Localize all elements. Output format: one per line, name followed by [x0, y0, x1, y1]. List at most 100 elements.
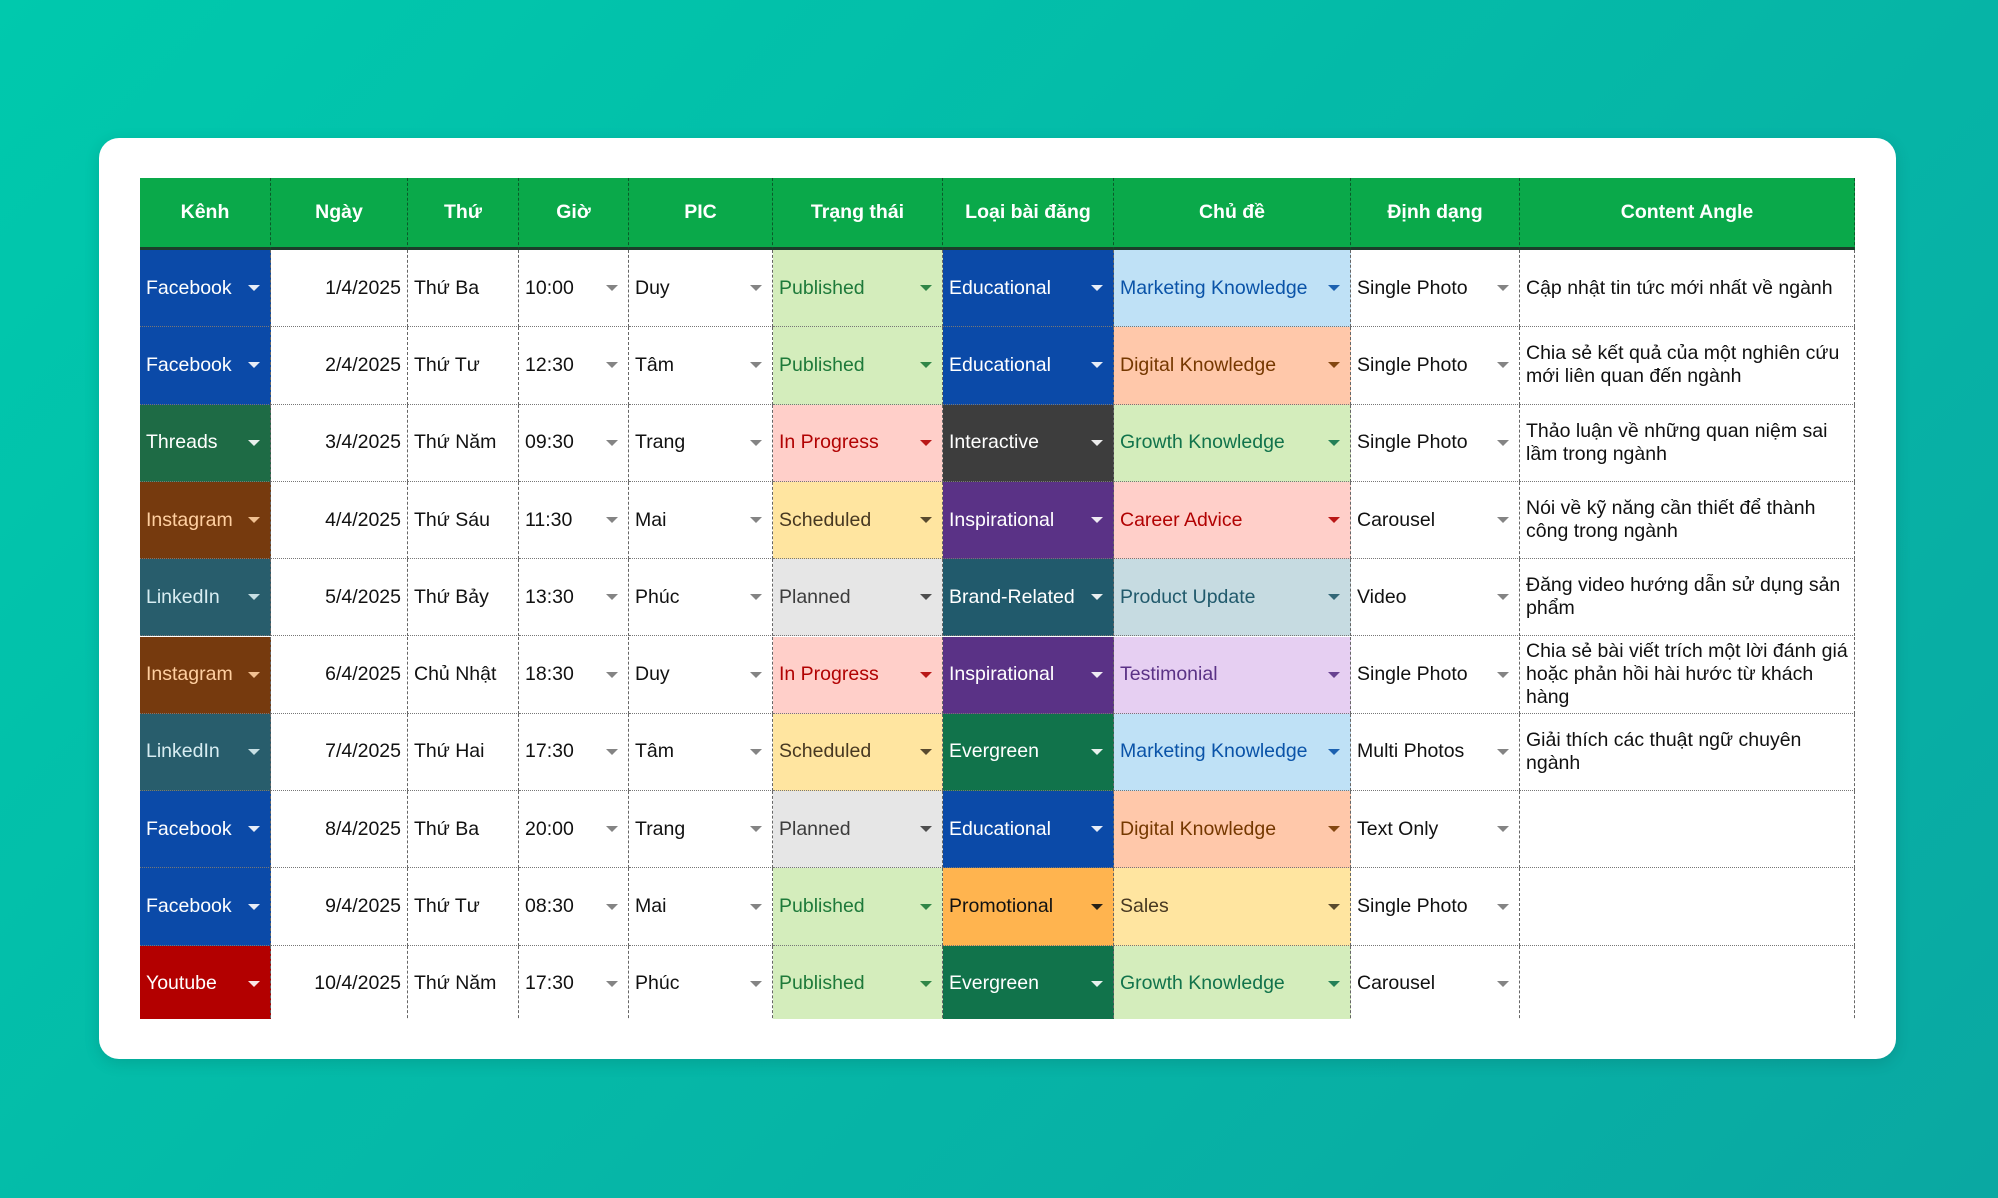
table-cell[interactable]: Phúc [629, 559, 773, 637]
dropdown-arrow[interactable] [750, 671, 762, 678]
table-cell[interactable]: LinkedIn [140, 713, 271, 792]
table-cell[interactable]: Facebook [140, 327, 271, 405]
table-cell[interactable]: Facebook [140, 868, 271, 946]
table-cell[interactable]: 12:30 [519, 327, 629, 405]
dropdown-arrow[interactable] [1328, 903, 1340, 910]
table-cell[interactable]: Brand-Related [943, 559, 1114, 637]
table-cell[interactable]: Published [773, 327, 943, 405]
dropdown-arrow[interactable] [1497, 594, 1509, 601]
table-cell[interactable]: 09:30 [519, 404, 629, 482]
dropdown-arrow[interactable] [248, 748, 260, 755]
table-cell[interactable]: Instagram [140, 636, 271, 714]
table-cell[interactable]: Digital Knowledge [1114, 327, 1351, 405]
table-cell[interactable]: Educational [943, 327, 1114, 405]
table-cell[interactable]: Planned [773, 791, 943, 869]
dropdown-arrow[interactable] [248, 594, 260, 601]
dropdown-arrow[interactable] [1328, 517, 1340, 524]
dropdown-arrow[interactable] [750, 362, 762, 369]
dropdown-arrow[interactable] [248, 671, 260, 678]
table-cell[interactable]: Multi Photos [1351, 713, 1520, 792]
table-cell[interactable]: 10:00 [519, 250, 629, 328]
table-cell[interactable]: Trang [629, 404, 773, 482]
dropdown-arrow[interactable] [606, 671, 618, 678]
dropdown-arrow[interactable] [606, 826, 618, 833]
table-cell[interactable]: In Progress [773, 636, 943, 714]
table-cell[interactable]: Mai [629, 868, 773, 946]
table-cell[interactable]: Youtube [140, 945, 271, 1019]
table-cell[interactable]: Inspirational [943, 636, 1114, 714]
dropdown-arrow[interactable] [920, 671, 932, 678]
dropdown-arrow[interactable] [606, 362, 618, 369]
dropdown-arrow[interactable] [1497, 826, 1509, 833]
dropdown-arrow[interactable] [1497, 439, 1509, 446]
table-cell[interactable]: Interactive [943, 404, 1114, 482]
dropdown-arrow[interactable] [606, 903, 618, 910]
dropdown-arrow[interactable] [1091, 594, 1103, 601]
table-cell[interactable]: Scheduled [773, 713, 943, 792]
table-cell[interactable]: Testimonial [1114, 636, 1351, 714]
table-cell[interactable]: 17:30 [519, 945, 629, 1019]
dropdown-arrow[interactable] [248, 439, 260, 446]
dropdown-arrow[interactable] [1328, 362, 1340, 369]
dropdown-arrow[interactable] [920, 903, 932, 910]
dropdown-arrow[interactable] [920, 826, 932, 833]
dropdown-arrow[interactable] [248, 517, 260, 524]
dropdown-arrow[interactable] [1497, 362, 1509, 369]
table-cell[interactable]: Single Photo [1351, 404, 1520, 482]
dropdown-arrow[interactable] [1328, 826, 1340, 833]
dropdown-arrow[interactable] [920, 285, 932, 292]
dropdown-arrow[interactable] [1091, 748, 1103, 755]
table-cell[interactable]: Carousel [1351, 481, 1520, 560]
table-cell[interactable]: Single Photo [1351, 636, 1520, 714]
table-cell[interactable]: Sales [1114, 868, 1351, 946]
table-cell[interactable]: In Progress [773, 404, 943, 482]
dropdown-arrow[interactable] [1091, 671, 1103, 678]
table-cell[interactable]: Single Photo [1351, 868, 1520, 946]
dropdown-arrow[interactable] [920, 594, 932, 601]
dropdown-arrow[interactable] [1091, 826, 1103, 833]
table-cell[interactable]: Single Photo [1351, 250, 1520, 328]
table-cell[interactable]: Text Only [1351, 791, 1520, 869]
dropdown-arrow[interactable] [920, 980, 932, 987]
table-cell[interactable]: Single Photo [1351, 327, 1520, 405]
table-cell[interactable]: Product Update [1114, 559, 1351, 637]
dropdown-arrow[interactable] [1497, 285, 1509, 292]
table-cell[interactable]: 11:30 [519, 481, 629, 560]
dropdown-arrow[interactable] [920, 362, 932, 369]
table-cell[interactable]: Carousel [1351, 945, 1520, 1019]
dropdown-arrow[interactable] [1091, 439, 1103, 446]
table-cell[interactable]: Video [1351, 559, 1520, 637]
table-cell[interactable]: Digital Knowledge [1114, 791, 1351, 869]
dropdown-arrow[interactable] [750, 826, 762, 833]
dropdown-arrow[interactable] [1091, 517, 1103, 524]
dropdown-arrow[interactable] [248, 362, 260, 369]
dropdown-arrow[interactable] [606, 517, 618, 524]
dropdown-arrow[interactable] [920, 517, 932, 524]
table-cell[interactable]: Scheduled [773, 481, 943, 560]
dropdown-arrow[interactable] [750, 594, 762, 601]
table-cell[interactable]: LinkedIn [140, 559, 271, 637]
dropdown-arrow[interactable] [1497, 903, 1509, 910]
dropdown-arrow[interactable] [606, 980, 618, 987]
dropdown-arrow[interactable] [1091, 980, 1103, 987]
dropdown-arrow[interactable] [1091, 285, 1103, 292]
dropdown-arrow[interactable] [1497, 748, 1509, 755]
table-cell[interactable]: Tâm [629, 327, 773, 405]
table-cell[interactable]: Planned [773, 559, 943, 637]
table-cell[interactable]: Promotional [943, 868, 1114, 946]
dropdown-arrow[interactable] [248, 980, 260, 987]
dropdown-arrow[interactable] [750, 748, 762, 755]
table-cell[interactable]: Career Advice [1114, 481, 1351, 560]
dropdown-arrow[interactable] [750, 517, 762, 524]
dropdown-arrow[interactable] [1328, 671, 1340, 678]
dropdown-arrow[interactable] [1328, 439, 1340, 446]
table-cell[interactable]: 20:00 [519, 791, 629, 869]
dropdown-arrow[interactable] [750, 439, 762, 446]
table-cell[interactable]: Facebook [140, 250, 271, 328]
table-cell[interactable]: Marketing Knowledge [1114, 250, 1351, 328]
table-cell[interactable]: Evergreen [943, 945, 1114, 1019]
dropdown-arrow[interactable] [1328, 748, 1340, 755]
table-cell[interactable]: Educational [943, 791, 1114, 869]
dropdown-arrow[interactable] [1091, 903, 1103, 910]
dropdown-arrow[interactable] [1497, 517, 1509, 524]
